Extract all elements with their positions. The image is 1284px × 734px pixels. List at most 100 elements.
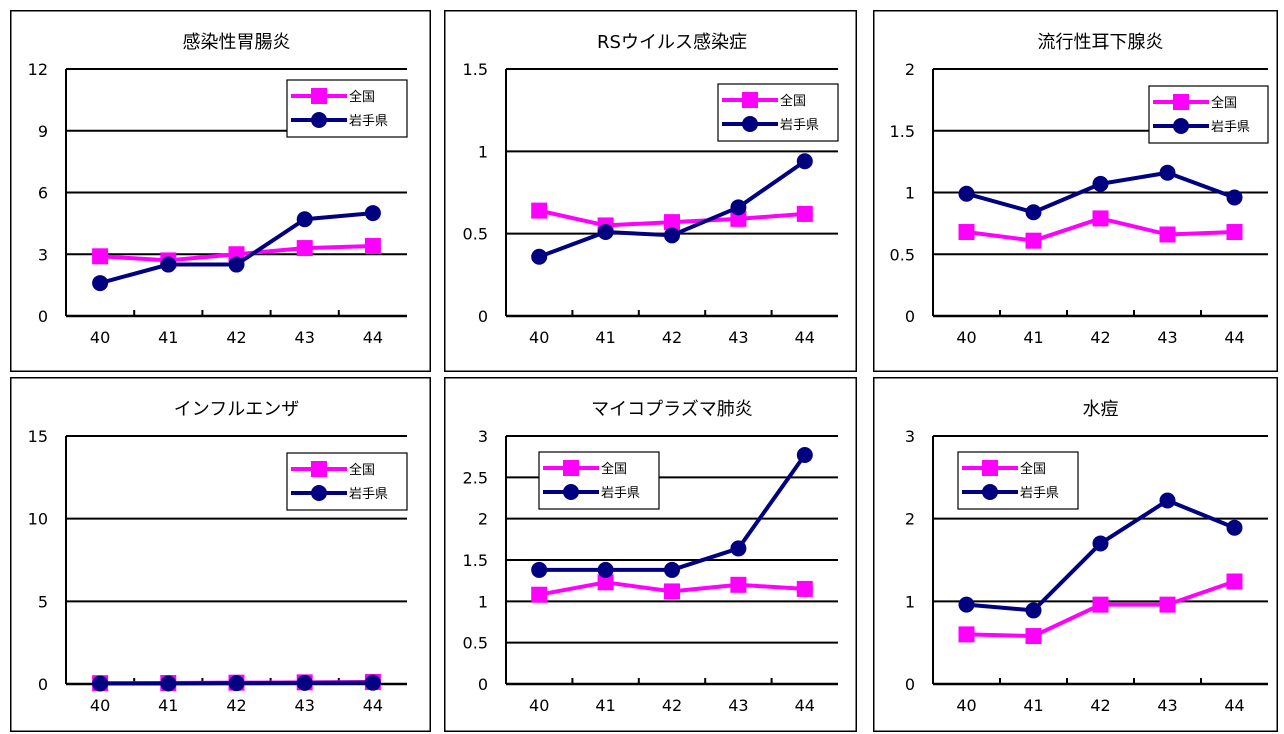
y-tick-label: 2.5 (463, 468, 488, 487)
y-tick-label: 12 (28, 60, 48, 79)
x-tick-label: 44 (1224, 328, 1244, 347)
legend-box (1148, 85, 1269, 144)
x-tick-label: 43 (1157, 328, 1177, 347)
legend-label: 全国 (601, 461, 627, 477)
x-tick-label: 40 (90, 696, 110, 715)
x-tick-label: 40 (529, 328, 549, 347)
data-point-national (664, 214, 680, 231)
legend-marker-iwate (1173, 118, 1189, 134)
legend-marker-iwate (982, 484, 998, 500)
data-point-iwate (228, 256, 245, 273)
legend-label: 岩手県 (349, 487, 388, 502)
x-tick-label: 42 (226, 696, 246, 715)
y-tick-label: 6 (38, 184, 48, 203)
data-point-national (796, 205, 813, 222)
x-tick-label: 40 (956, 696, 976, 715)
data-point-national (1226, 224, 1243, 241)
chart-title: インフルエンザ (174, 399, 299, 420)
data-point-national (1226, 573, 1243, 590)
legend-label: 全国 (349, 462, 375, 478)
data-point-iwate (92, 275, 109, 292)
data-point-national (730, 210, 747, 227)
data-point-iwate (1226, 519, 1243, 536)
chart-frame (873, 10, 1278, 372)
data-point-iwate (160, 256, 177, 273)
legend-box (717, 83, 839, 142)
data-point-national (1159, 596, 1176, 613)
chart-title: 水痘 (1083, 399, 1119, 420)
y-tick-label: 9 (38, 122, 48, 141)
legend-box (538, 451, 660, 510)
chart-title: 流行性耳下腺炎 (1038, 32, 1164, 53)
data-point-national (296, 240, 313, 257)
legend-marker-iwate (563, 484, 579, 500)
y-tick-label: 5 (38, 592, 48, 611)
x-tick-label: 41 (595, 696, 615, 715)
data-point-iwate (531, 248, 548, 265)
y-tick-label: 0 (38, 307, 48, 326)
data-point-national (1092, 210, 1109, 227)
y-tick-label: 1 (905, 592, 915, 611)
chart-title: RSウイルス感染症 (597, 32, 747, 53)
data-point-iwate (228, 675, 245, 692)
x-tick-label: 43 (1157, 696, 1177, 715)
data-point-iwate (1092, 175, 1109, 192)
y-tick-label: 0 (905, 307, 915, 326)
data-point-iwate (1092, 535, 1109, 552)
data-point-iwate (597, 224, 614, 241)
legend-marker-iwate (311, 485, 327, 501)
x-tick-label: 42 (1090, 328, 1110, 347)
y-tick-label: 1 (478, 592, 488, 611)
data-point-national (1025, 628, 1042, 645)
legend-label: 全国 (349, 89, 375, 105)
data-point-iwate (1226, 189, 1243, 206)
y-tick-label: 0 (38, 675, 48, 694)
y-tick-label: 3 (905, 427, 915, 446)
y-tick-label: 1 (905, 184, 915, 203)
x-tick-label: 41 (1023, 696, 1043, 715)
legend-label: 岩手県 (349, 114, 388, 129)
x-tick-label: 40 (956, 328, 976, 347)
x-tick-label: 41 (1023, 328, 1043, 347)
data-point-iwate (1025, 602, 1042, 619)
x-tick-label: 43 (728, 696, 748, 715)
y-tick-label: 3 (478, 427, 488, 446)
data-point-iwate (92, 675, 109, 692)
y-tick-label: 1.5 (463, 551, 488, 570)
x-tick-label: 42 (662, 696, 682, 715)
data-point-iwate (364, 674, 381, 691)
y-tick-label: 1 (478, 142, 488, 161)
legend-marker-national (1173, 94, 1189, 110)
legend-marker-national (742, 92, 758, 108)
legend-box (286, 79, 408, 138)
data-point-iwate (958, 185, 975, 202)
legend-label: 岩手県 (1020, 486, 1059, 501)
data-point-iwate (730, 540, 747, 557)
data-point-iwate (364, 205, 381, 222)
legend-label: 全国 (780, 93, 806, 109)
y-tick-label: 0 (478, 307, 488, 326)
data-point-iwate (1025, 204, 1042, 221)
x-tick-label: 44 (795, 696, 815, 715)
x-tick-label: 43 (295, 696, 315, 715)
data-point-national (531, 202, 548, 219)
legend-box (286, 452, 408, 511)
y-tick-label: 15 (28, 427, 48, 446)
data-point-iwate (1159, 492, 1176, 509)
legend-box (957, 451, 1079, 510)
chart-title: マイコプラズマ肺炎 (591, 399, 753, 420)
legend-label: 全国 (1020, 461, 1046, 477)
data-point-iwate (664, 227, 680, 244)
y-tick-label: 0 (905, 675, 915, 694)
data-point-iwate (664, 561, 680, 578)
